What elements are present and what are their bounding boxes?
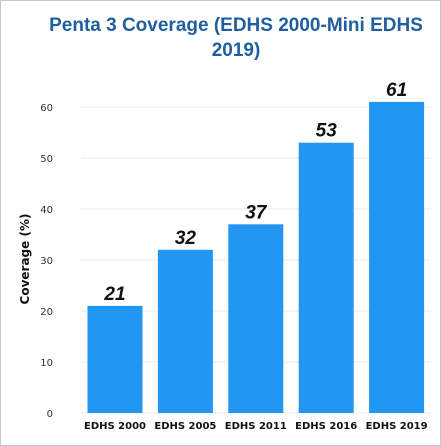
y-tick-label: 40 [40,205,53,216]
x-tick-label: EDHS 2011 [225,421,287,432]
data-label: 21 [103,284,125,305]
y-tick-label: 0 [47,409,53,420]
bar [87,305,143,413]
bars [87,101,425,414]
x-tick-label: EDHS 2016 [295,421,357,432]
chart-title-line-2: 2019) [211,40,261,61]
bar [298,142,354,413]
bar [157,249,213,413]
x-axis-ticks: EDHS 2000 EDHS 2005 EDHS 2011 EDHS 2016 EDHS… [84,421,428,432]
y-axis-ticks: 0 10 20 30 40 50 60 [40,103,53,420]
y-tick-label: 60 [40,103,53,114]
data-label: 32 [175,228,197,249]
chart-title-line-1: Penta 3 Coverage (EDHS 2000-Mini EDHS [49,15,423,36]
data-label: 37 [245,202,268,223]
x-tick-label: EDHS 2005 [154,421,216,432]
bar [228,224,284,413]
y-tick-label: 10 [40,358,53,369]
y-tick-label: 30 [40,256,53,267]
bar [369,101,425,414]
data-labels: 21 32 37 53 61 [103,80,407,305]
x-tick-label: EDHS 2000 [84,421,146,432]
y-tick-label: 50 [40,154,53,165]
x-tick-label: EDHS 2019 [366,421,428,432]
y-axis-label: Coverage (%) [18,214,32,305]
data-label: 61 [386,80,407,101]
y-tick-label: 20 [40,307,53,318]
data-label: 53 [316,121,338,142]
chart-title: Penta 3 Coverage (EDHS 2000-Mini EDHS 20… [1,13,440,63]
